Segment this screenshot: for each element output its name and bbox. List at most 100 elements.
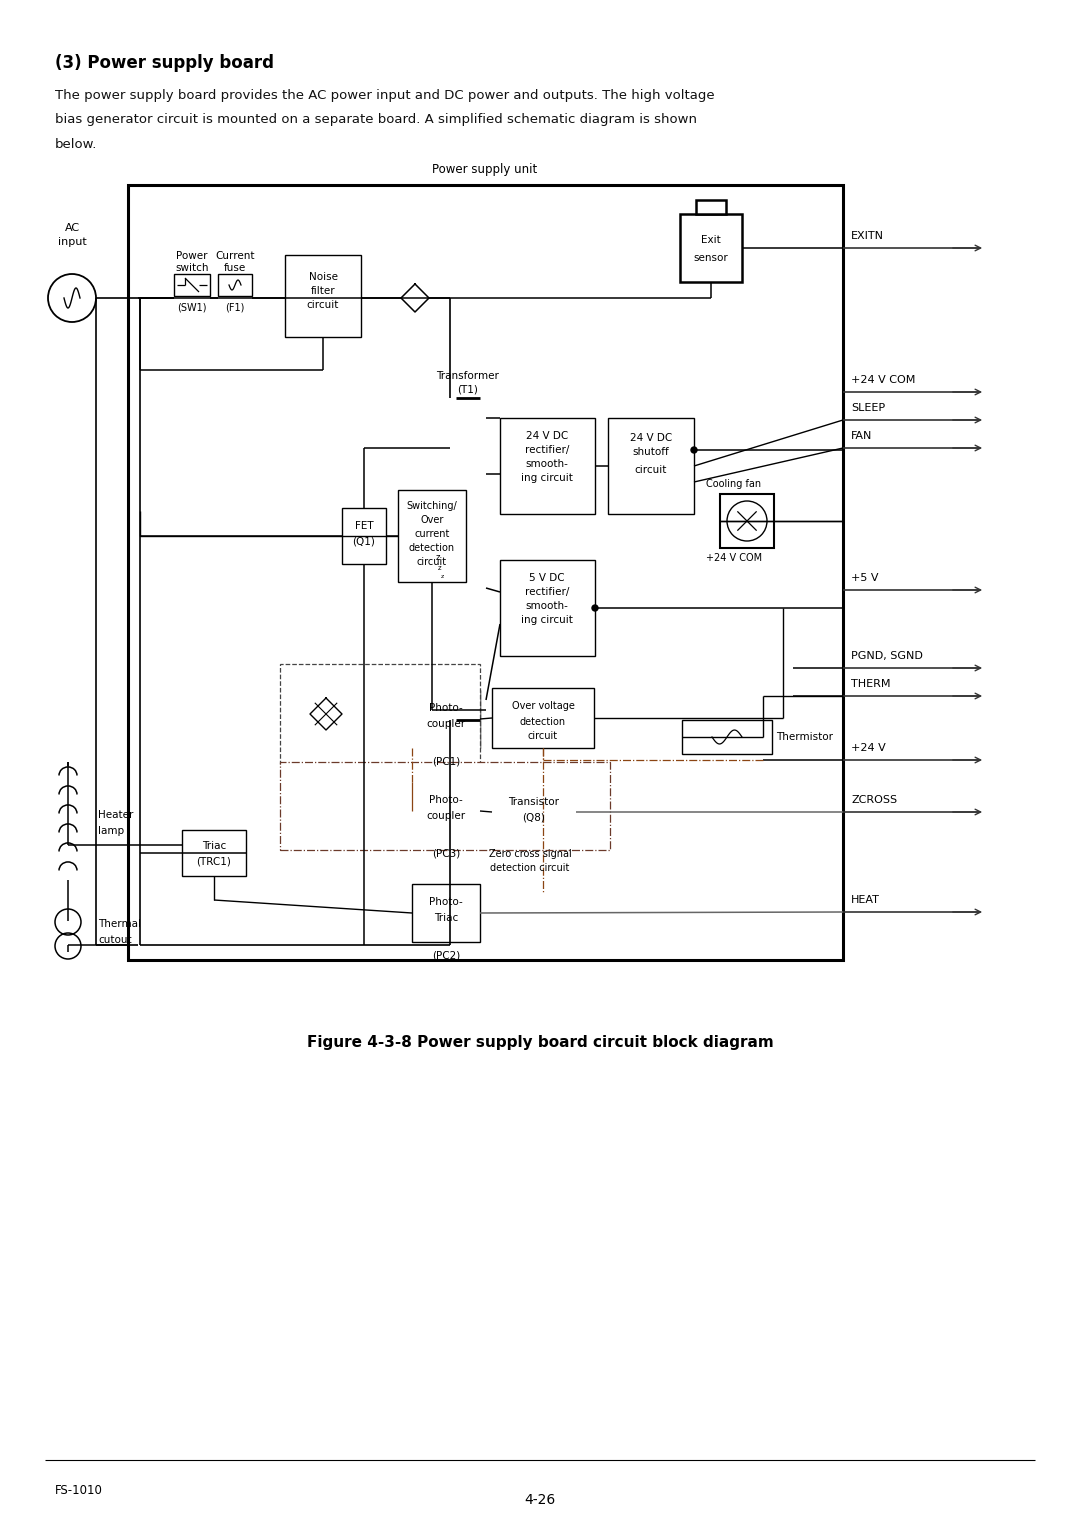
Bar bbox=[174, 274, 210, 296]
Text: Exit: Exit bbox=[701, 235, 720, 244]
Text: Zero cross signal: Zero cross signal bbox=[488, 850, 571, 859]
Text: (PC2): (PC2) bbox=[432, 950, 460, 961]
Text: (T1): (T1) bbox=[458, 385, 478, 396]
Bar bbox=[411, 691, 480, 749]
Bar bbox=[492, 688, 594, 749]
Bar bbox=[399, 490, 465, 582]
Text: z: z bbox=[438, 565, 442, 571]
Circle shape bbox=[691, 448, 697, 452]
Bar bbox=[411, 782, 480, 840]
Bar bbox=[280, 762, 610, 850]
Text: EXITN: EXITN bbox=[851, 231, 885, 241]
Text: filter: filter bbox=[311, 286, 335, 296]
Bar bbox=[285, 255, 361, 338]
Text: Thermistor: Thermistor bbox=[777, 732, 833, 743]
Text: 24 V DC: 24 V DC bbox=[630, 432, 672, 443]
Text: SLEEP: SLEEP bbox=[851, 403, 886, 413]
Text: FET: FET bbox=[354, 521, 374, 532]
Text: bias generator circuit is mounted on a separate board. A simplified schematic di: bias generator circuit is mounted on a s… bbox=[55, 113, 697, 127]
Text: circuit: circuit bbox=[417, 558, 447, 567]
Text: current: current bbox=[415, 529, 449, 539]
Text: Photo-: Photo- bbox=[429, 703, 463, 714]
Text: Power: Power bbox=[176, 251, 207, 261]
Text: Photo-: Photo- bbox=[429, 897, 463, 908]
Bar bbox=[680, 214, 742, 283]
Text: +24 V: +24 V bbox=[851, 743, 886, 753]
Text: (SW1): (SW1) bbox=[177, 303, 206, 313]
Text: rectifier/: rectifier/ bbox=[525, 445, 569, 455]
Text: smooth-: smooth- bbox=[526, 601, 568, 611]
Text: circuit: circuit bbox=[307, 299, 339, 310]
Text: ZCROSS: ZCROSS bbox=[851, 795, 897, 805]
Text: 5 V DC: 5 V DC bbox=[529, 573, 565, 584]
Text: ing circuit: ing circuit bbox=[521, 474, 572, 483]
Text: rectifier/: rectifier/ bbox=[525, 587, 569, 597]
Text: +24 V COM: +24 V COM bbox=[851, 374, 916, 385]
Bar bbox=[218, 274, 252, 296]
Text: The power supply board provides the AC power input and DC power and outputs. The: The power supply board provides the AC p… bbox=[55, 89, 715, 101]
Text: +5 V: +5 V bbox=[851, 573, 878, 584]
Bar bbox=[696, 200, 726, 214]
Text: Power supply unit: Power supply unit bbox=[432, 162, 538, 176]
Bar bbox=[720, 494, 774, 549]
Text: Over: Over bbox=[420, 515, 444, 526]
Text: detection circuit: detection circuit bbox=[490, 863, 569, 872]
Text: (PC1): (PC1) bbox=[432, 756, 460, 767]
Bar bbox=[183, 830, 246, 876]
Text: ing circuit: ing circuit bbox=[521, 614, 572, 625]
Text: z: z bbox=[441, 573, 444, 579]
Text: FS-1010: FS-1010 bbox=[55, 1484, 103, 1496]
Text: circuit: circuit bbox=[635, 465, 667, 475]
Text: Transistor: Transistor bbox=[509, 798, 559, 807]
Text: switch: switch bbox=[175, 263, 208, 274]
Text: (Q1): (Q1) bbox=[352, 536, 376, 547]
Text: Noise: Noise bbox=[309, 272, 337, 283]
Text: (TRC1): (TRC1) bbox=[197, 857, 231, 866]
Text: coupler: coupler bbox=[427, 720, 465, 729]
Text: smooth-: smooth- bbox=[526, 458, 568, 469]
Text: fuse: fuse bbox=[224, 263, 246, 274]
Text: +24 V COM: +24 V COM bbox=[706, 553, 762, 562]
Text: Triac: Triac bbox=[434, 914, 458, 923]
Text: sensor: sensor bbox=[693, 254, 728, 263]
Text: Photo-: Photo- bbox=[429, 795, 463, 805]
Text: below.: below. bbox=[55, 139, 97, 151]
Text: coupler: coupler bbox=[427, 811, 465, 821]
Text: AC: AC bbox=[65, 223, 80, 232]
Text: THERM: THERM bbox=[851, 678, 891, 689]
Text: Over voltage: Over voltage bbox=[512, 701, 575, 711]
Text: (F1): (F1) bbox=[226, 303, 245, 313]
Bar bbox=[129, 185, 843, 960]
Circle shape bbox=[592, 605, 598, 611]
Text: Current: Current bbox=[215, 251, 255, 261]
Text: HEAT: HEAT bbox=[851, 895, 880, 905]
Bar bbox=[500, 419, 595, 513]
Bar bbox=[342, 507, 386, 564]
Text: FAN: FAN bbox=[851, 431, 873, 442]
Bar bbox=[492, 784, 576, 840]
Text: cutout: cutout bbox=[98, 935, 132, 944]
Text: PGND, SGND: PGND, SGND bbox=[851, 651, 923, 662]
Bar bbox=[608, 419, 694, 513]
Text: 4-26: 4-26 bbox=[525, 1493, 555, 1507]
Text: (Q8): (Q8) bbox=[523, 813, 545, 824]
Text: (PC3): (PC3) bbox=[432, 850, 460, 859]
Text: detection: detection bbox=[519, 717, 566, 727]
Bar bbox=[500, 559, 595, 656]
Bar bbox=[681, 720, 772, 753]
Text: Transformer: Transformer bbox=[436, 371, 499, 380]
Text: Switching/: Switching/ bbox=[407, 501, 457, 510]
Text: shutoff: shutoff bbox=[633, 448, 670, 457]
Text: input: input bbox=[57, 237, 86, 248]
Text: Triac: Triac bbox=[202, 840, 226, 851]
Text: (3) Power supply board: (3) Power supply board bbox=[55, 53, 274, 72]
Text: 24 V DC: 24 V DC bbox=[526, 431, 568, 442]
Text: detection: detection bbox=[409, 542, 455, 553]
Bar bbox=[280, 665, 480, 764]
Text: Thermal: Thermal bbox=[98, 918, 141, 929]
Text: Heater: Heater bbox=[98, 810, 133, 821]
Text: Figure 4-3-8 Power supply board circuit block diagram: Figure 4-3-8 Power supply board circuit … bbox=[307, 1034, 773, 1050]
Text: Cooling fan: Cooling fan bbox=[706, 478, 761, 489]
Text: circuit: circuit bbox=[528, 730, 558, 741]
Text: z: z bbox=[436, 553, 441, 562]
